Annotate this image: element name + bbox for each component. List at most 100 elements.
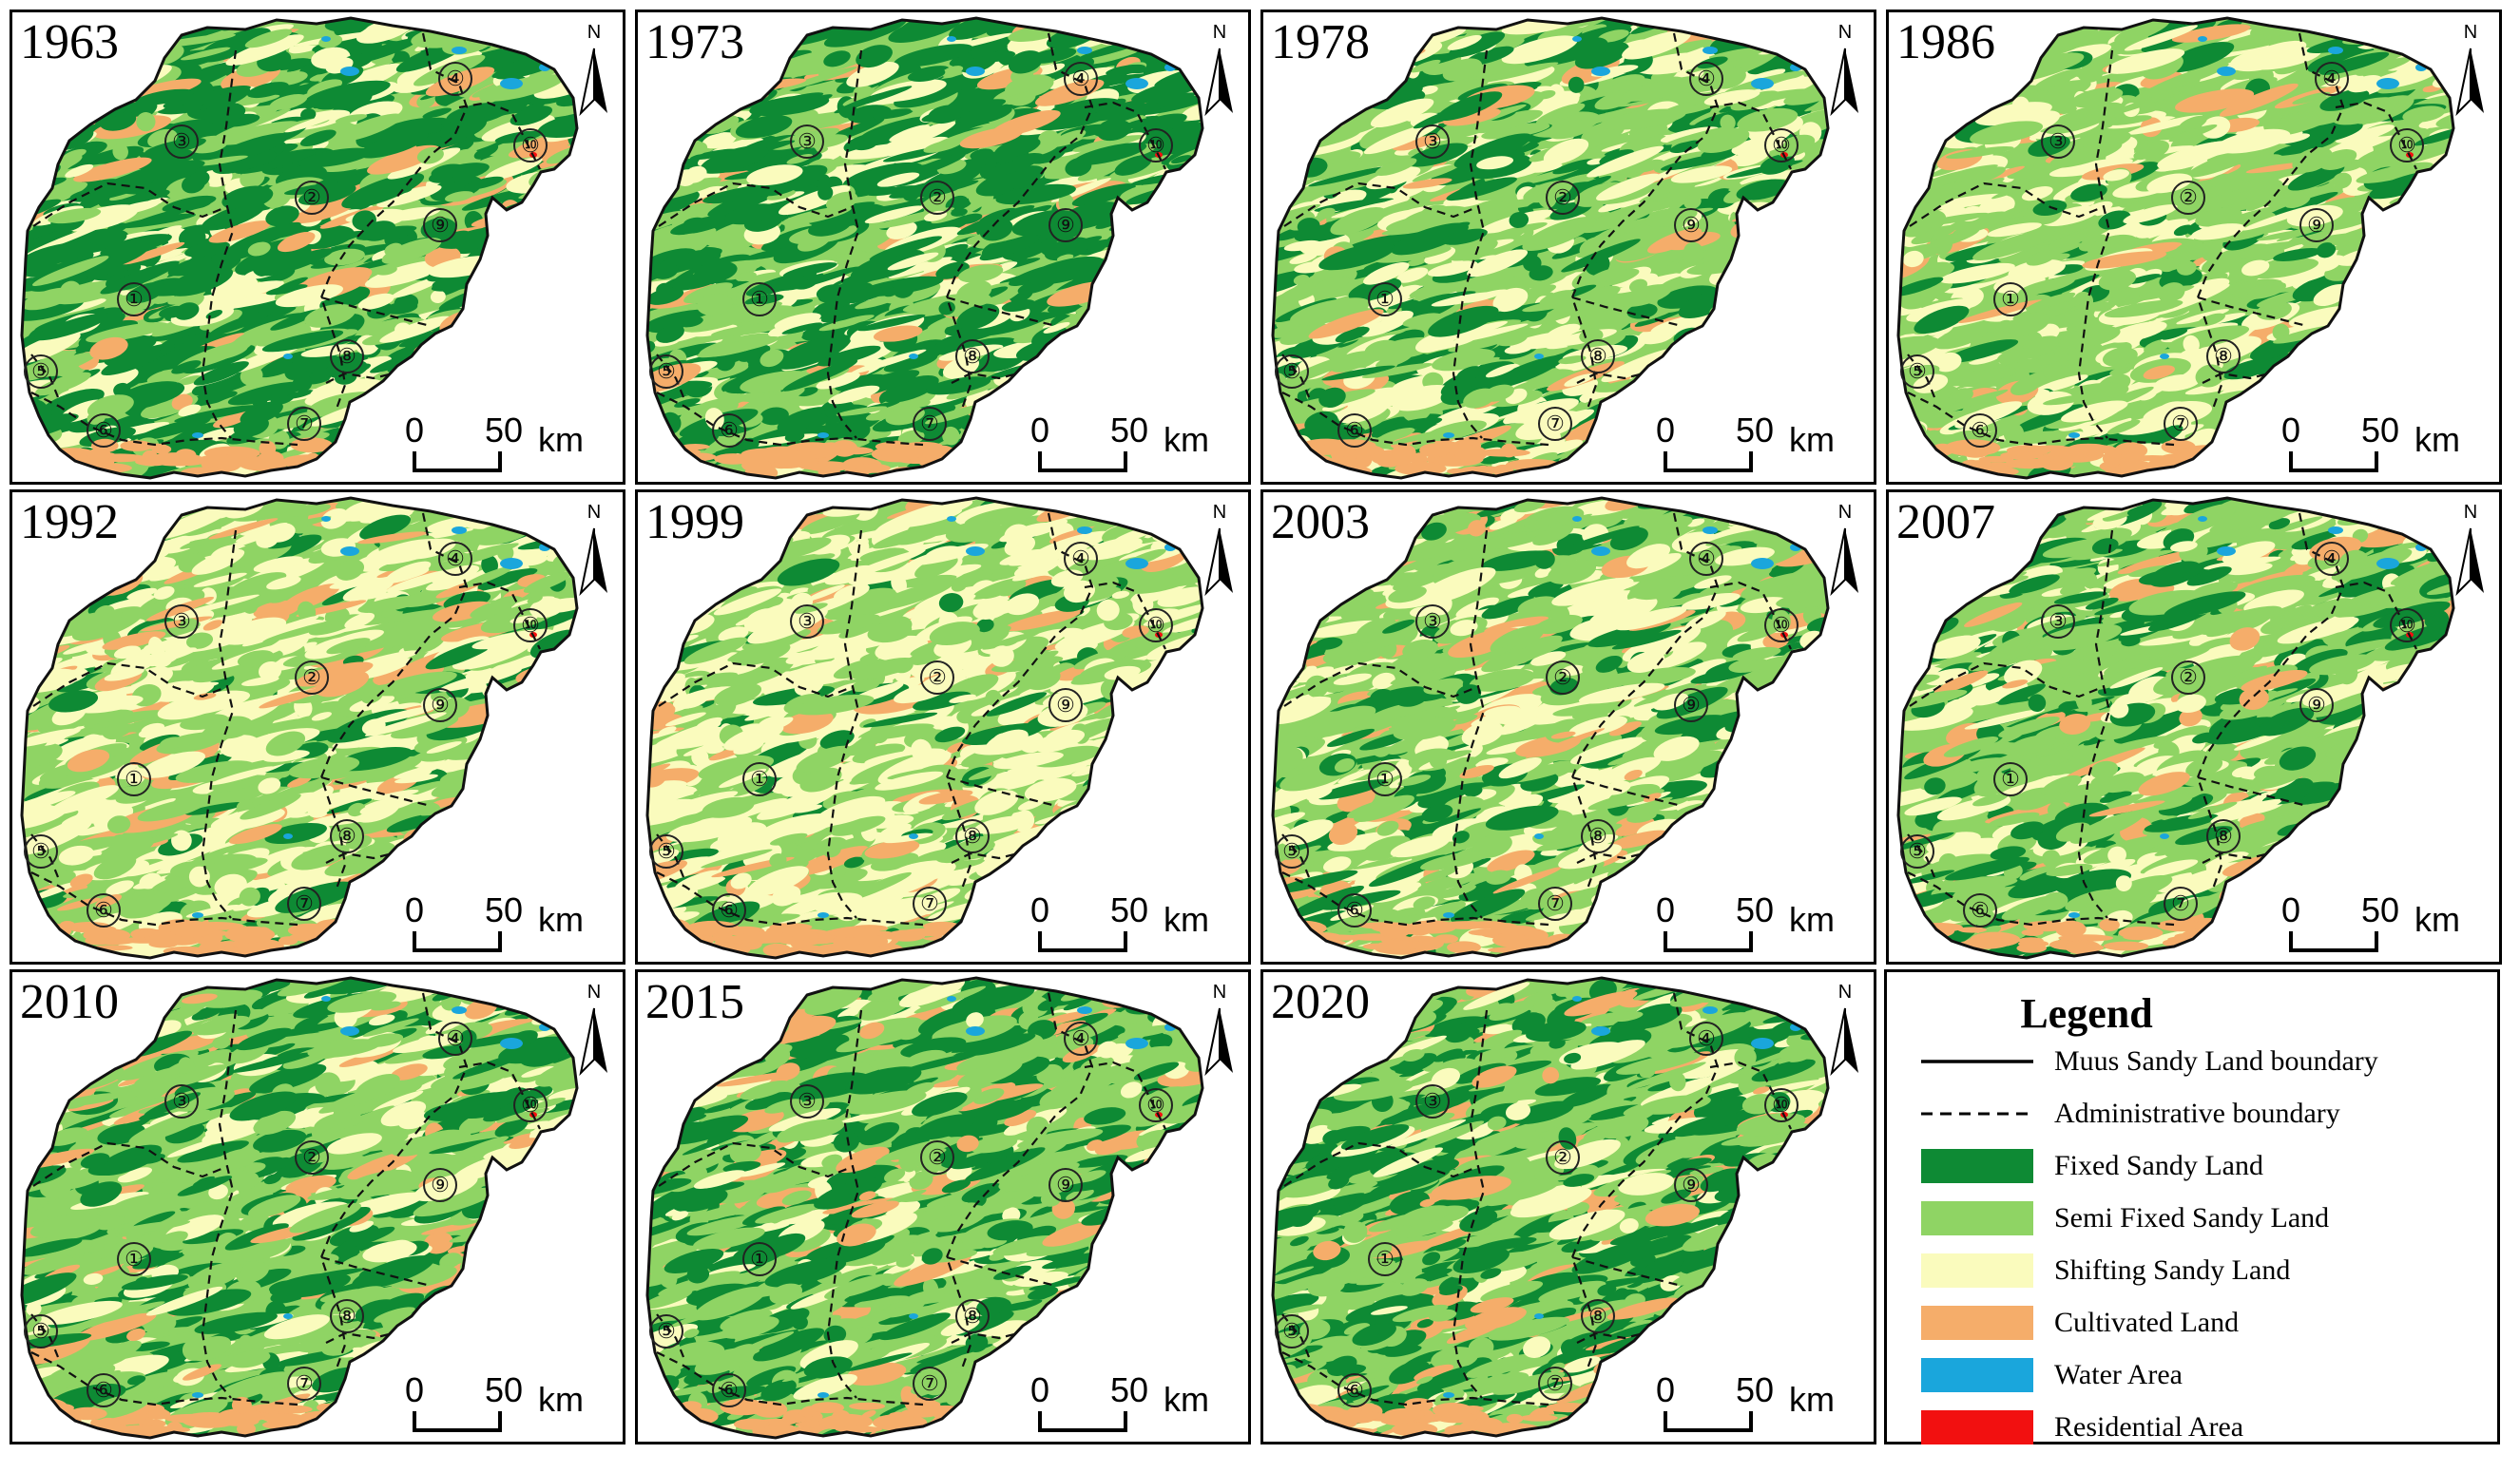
panel-year: 2015 — [645, 975, 744, 1029]
legend-symbol — [1921, 1060, 2033, 1063]
scale-bar-fifty: 50 — [485, 1370, 524, 1409]
scale-bar-unit: km — [1789, 900, 1835, 939]
administrative-boundary — [1576, 1331, 1645, 1344]
administrative-boundary — [1909, 661, 2104, 707]
north-letter: N — [1212, 502, 1227, 523]
region-label-8: ⑧ — [955, 339, 990, 373]
scale-bar: 0 50 km — [388, 890, 606, 962]
legend-symbol — [1921, 1253, 2033, 1288]
region-label-6: ⑥ — [1337, 413, 1372, 448]
region-label-8: ⑧ — [1581, 1299, 1615, 1333]
north-letter: N — [2463, 502, 2478, 523]
administrative-boundary — [319, 32, 469, 412]
legend-label: Water Area — [2054, 1359, 2183, 1390]
administrative-boundary — [1283, 182, 1478, 227]
administrative-boundary — [32, 182, 227, 227]
administrative-boundary — [319, 512, 469, 892]
legend-symbol — [1921, 1112, 2033, 1116]
map-panel-1978: ① ② ③ ④ ⑤ ⑥ ⑦ ⑧ ⑨ ⑩ 1978 N 0 50 km — [1260, 10, 1876, 485]
region-label-2: ② — [2171, 181, 2205, 215]
administrative-boundary — [320, 1255, 432, 1288]
administrative-boundary — [1576, 372, 1645, 384]
region-label-6: ⑥ — [87, 893, 121, 928]
scale-bar-fifty: 50 — [1110, 1370, 1149, 1409]
region-label-9: ⑨ — [1048, 688, 1083, 722]
legend-label: Shifting Sandy Land — [2054, 1254, 2291, 1286]
land-cover-raster — [1898, 18, 2453, 478]
region-label-4: ④ — [2315, 62, 2349, 96]
region-label-6: ⑥ — [712, 1373, 746, 1407]
region-label-10: ⑩ — [513, 128, 548, 163]
administrative-boundary — [1571, 775, 1683, 808]
region-label-10: ⑩ — [513, 1088, 548, 1122]
administrative-boundary — [1084, 581, 1166, 650]
administrative-boundary — [951, 372, 1019, 384]
scale-bar-zero: 0 — [2281, 411, 2301, 450]
region-label-8: ⑧ — [2206, 339, 2241, 373]
region-label-8: ⑧ — [330, 819, 364, 853]
map-panel-2015: ① ② ③ ④ ⑤ ⑥ ⑦ ⑧ ⑨ ⑩ 2015 N 0 50 km — [635, 969, 1251, 1444]
region-label-10: ⑩ — [1139, 1088, 1173, 1122]
region-label-3: ③ — [790, 1084, 824, 1119]
land-cover-map — [1271, 976, 1830, 1440]
scale-bar-zero: 0 — [1656, 411, 1676, 450]
administrative-boundary — [1084, 1061, 1166, 1130]
map-panel-2010: ① ② ③ ④ ⑤ ⑥ ⑦ ⑧ ⑨ ⑩ 2010 N 0 50 km — [10, 969, 625, 1444]
land-cover-map — [645, 16, 1204, 480]
region-label-1: ① — [742, 1242, 777, 1276]
administrative-boundary — [826, 49, 863, 439]
north-letter: N — [1837, 22, 1853, 43]
north-letter: N — [1212, 982, 1227, 1003]
scale-bar-fifty: 50 — [485, 890, 524, 929]
administrative-boundary — [32, 1141, 227, 1187]
region-label-5: ⑤ — [1900, 354, 1934, 389]
north-letter: N — [587, 982, 602, 1003]
region-label-9: ⑨ — [1048, 1168, 1083, 1202]
administrative-boundary — [946, 775, 1057, 808]
north-arrow-icon: N — [2452, 22, 2490, 136]
region-label-10: ⑩ — [1139, 608, 1173, 642]
administrative-boundary — [946, 296, 1057, 328]
administrative-boundary — [951, 851, 1019, 864]
sandy-land-boundary — [20, 16, 579, 480]
region-label-10: ⑩ — [2390, 608, 2424, 642]
scale-bar: 0 50 km — [388, 411, 606, 482]
region-label-7: ⑦ — [2164, 887, 2198, 921]
region-label-6: ⑥ — [1963, 413, 1997, 448]
scale-bar: 0 50 km — [1013, 1370, 1232, 1442]
region-label-7: ⑦ — [1538, 407, 1572, 441]
north-arrow-icon: N — [1201, 502, 1239, 616]
administrative-boundary — [2202, 372, 2270, 384]
scale-bar-fifty: 50 — [1736, 411, 1775, 450]
administrative-boundary — [2077, 49, 2114, 439]
legend-label: Residential Area — [2054, 1411, 2244, 1443]
scale-bar-unit: km — [2414, 900, 2460, 939]
sandy-land-boundary — [1896, 496, 2455, 960]
administrative-boundary — [30, 1351, 298, 1406]
map-panel-1963: ① ② ③ ④ ⑤ ⑥ ⑦ ⑧ ⑨ ⑩ 1963 N 0 50 km — [10, 10, 625, 485]
administrative-boundary — [658, 1141, 853, 1187]
sandy-land-boundary — [645, 16, 1204, 480]
administrative-boundary — [826, 529, 863, 919]
legend-symbol — [1921, 1306, 2033, 1340]
administrative-boundary — [946, 1255, 1057, 1288]
region-label-9: ⑨ — [423, 208, 457, 242]
administrative-boundary — [2077, 529, 2114, 919]
administrative-boundary — [2196, 32, 2345, 412]
scale-bar: 0 50 km — [1013, 411, 1232, 482]
region-label-2: ② — [295, 181, 329, 215]
region-label-3: ③ — [2041, 124, 2075, 159]
administrative-boundary — [1709, 1061, 1792, 1130]
region-label-8: ⑧ — [330, 1299, 364, 1333]
land-cover-map — [20, 496, 579, 960]
region-label-3: ③ — [1415, 1084, 1450, 1119]
region-label-1: ① — [1368, 282, 1402, 316]
administrative-boundary — [325, 372, 394, 384]
map-panel-1992: ① ② ③ ④ ⑤ ⑥ ⑦ ⑧ ⑨ ⑩ 1992 N 0 50 km — [10, 489, 625, 965]
region-label-3: ③ — [164, 604, 199, 639]
administrative-boundary — [1281, 392, 1549, 447]
administrative-boundary — [458, 1061, 541, 1130]
administrative-boundary — [2202, 851, 2270, 864]
sandy-land-boundary — [645, 496, 1204, 960]
region-label-9: ⑨ — [1674, 688, 1708, 722]
